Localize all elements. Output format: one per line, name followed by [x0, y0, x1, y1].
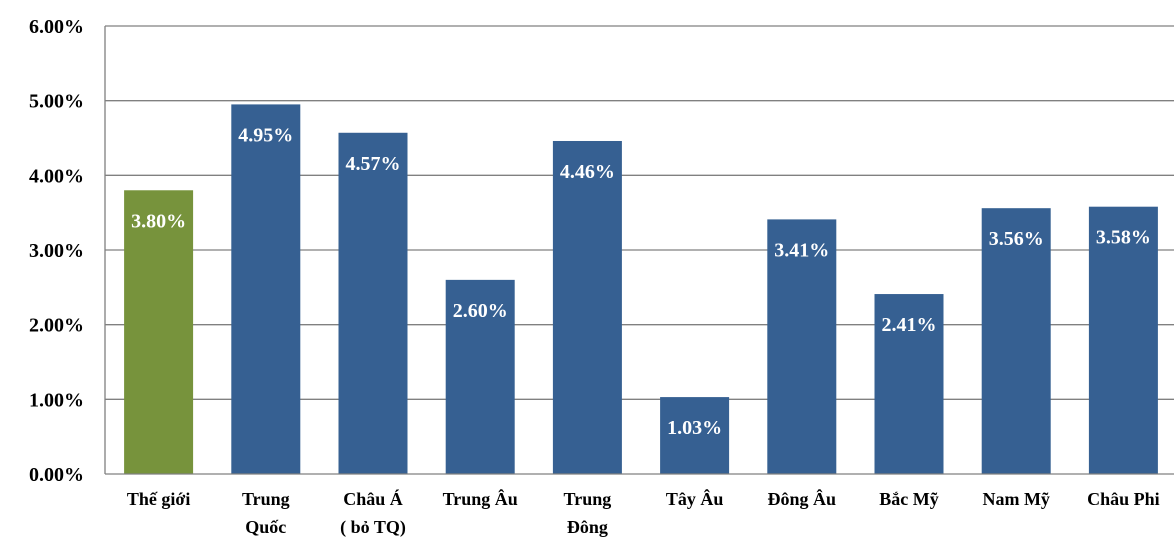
bar-4 [445, 279, 515, 474]
x-category-label-line: Châu Phi [1087, 489, 1160, 509]
data-label: 3.56% [989, 228, 1044, 250]
bar-8 [874, 294, 944, 474]
x-category-label-line: Đông Âu [768, 488, 837, 509]
x-category-label-line: Trung [564, 489, 612, 509]
data-label: 2.41% [882, 314, 937, 336]
y-tick-label: 0.00% [29, 464, 84, 486]
x-category-label: Thế giới [127, 489, 190, 509]
x-category-label: Đông Âu [768, 488, 837, 509]
y-tick-label: 2.00% [29, 315, 84, 337]
y-tick-label: 6.00% [29, 16, 84, 38]
data-label: 3.80% [131, 210, 186, 232]
x-category-label-line: Châu Á [343, 488, 403, 509]
x-category-label-line: Trung Âu [443, 488, 518, 509]
bar-5 [552, 140, 622, 474]
bar-2 [231, 104, 301, 475]
x-category-label-line: Bắc Mỹ [879, 489, 938, 509]
bar-10 [1088, 206, 1158, 474]
x-category-label-line: Nam Mỹ [982, 489, 1049, 509]
bar-3 [338, 132, 408, 475]
data-label: 4.46% [560, 161, 615, 183]
data-label: 4.95% [238, 124, 293, 146]
x-category-label: Bắc Mỹ [879, 489, 938, 509]
data-label: 3.41% [774, 239, 829, 261]
bar-7 [767, 219, 837, 474]
data-label: 1.03% [667, 417, 722, 439]
x-category-label: Châu Á ( bỏ TQ) [340, 488, 406, 538]
data-label: 2.60% [453, 300, 508, 322]
bar-1 [124, 190, 194, 474]
x-category-label-line: Tây Âu [666, 488, 724, 509]
x-category-label: Trung Quốc [242, 489, 290, 537]
x-category-label: Châu Phi [1087, 489, 1160, 509]
y-tick-label: 5.00% [29, 91, 84, 113]
x-category-label: Nam Mỹ [982, 489, 1049, 509]
y-tick-label: 1.00% [29, 389, 84, 411]
data-label: 3.58% [1096, 227, 1151, 249]
y-tick-label: 4.00% [29, 165, 84, 187]
y-tick-label: 3.00% [29, 240, 84, 262]
bar-6 [660, 397, 730, 474]
x-category-label-line: Trung [242, 489, 290, 509]
x-category-label: Trung Đông [564, 489, 612, 537]
x-category-label-line: Thế giới [127, 489, 190, 509]
x-category-label-line: Đông [567, 517, 608, 537]
x-category-label: Trung Âu [443, 488, 518, 509]
x-category-label: Tây Âu [666, 488, 724, 509]
data-label: 4.57% [346, 153, 401, 175]
x-category-label-line: ( bỏ TQ) [340, 517, 406, 538]
bar-9 [981, 208, 1051, 475]
x-category-label-line: Quốc [245, 517, 286, 537]
